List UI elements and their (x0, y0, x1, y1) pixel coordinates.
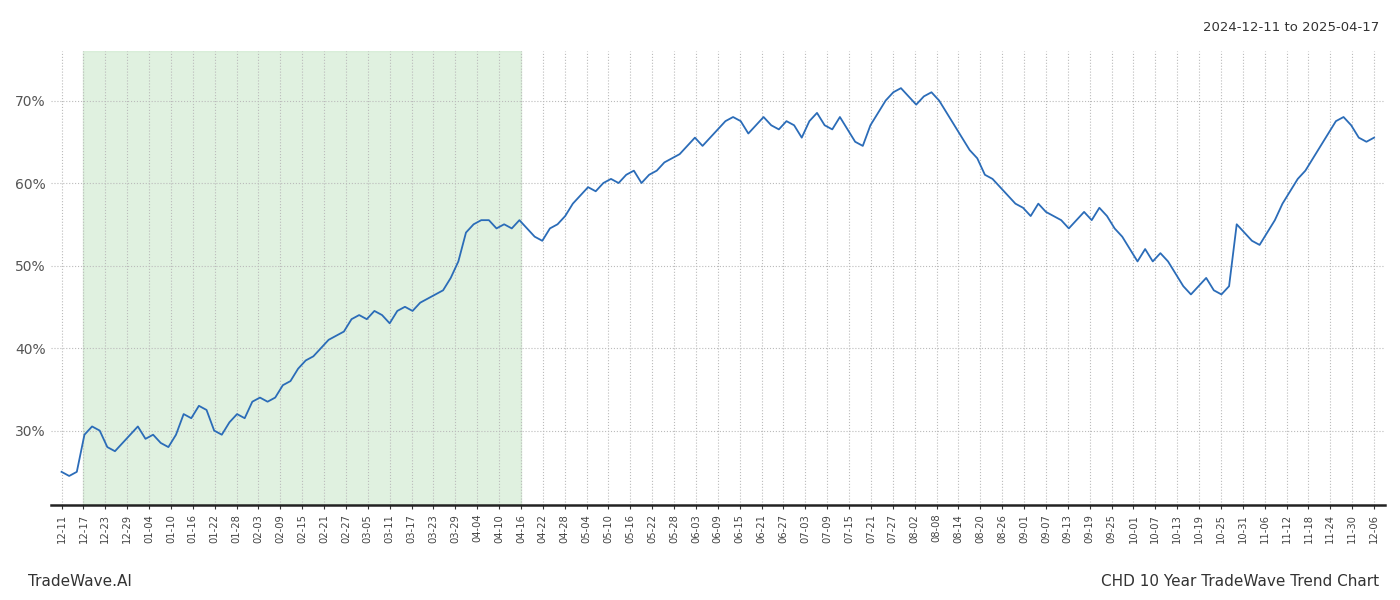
Bar (84, 51, 521, 505)
Text: CHD 10 Year TradeWave Trend Chart: CHD 10 Year TradeWave Trend Chart (1100, 574, 1379, 589)
Text: TradeWave.AI: TradeWave.AI (28, 574, 132, 589)
Text: 2024-12-11 to 2025-04-17: 2024-12-11 to 2025-04-17 (1203, 21, 1379, 34)
